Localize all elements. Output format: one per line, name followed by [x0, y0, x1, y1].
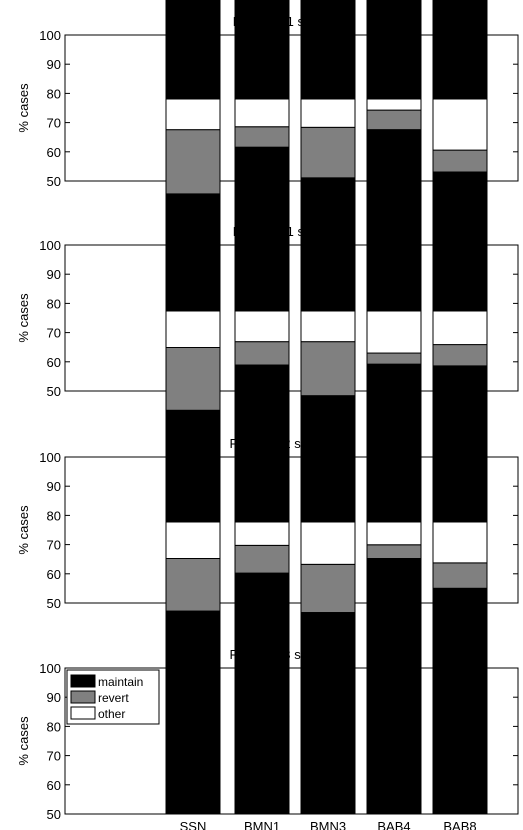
y-tick-label: 60 — [47, 145, 61, 160]
bar-other-bmn3 — [300, 98, 356, 128]
bar-other-bmn3 — [300, 521, 356, 565]
bar-other-bmn3 — [300, 310, 356, 343]
x-tick-label: BAB8 — [443, 819, 476, 830]
bar-revert-bab8 — [432, 149, 488, 173]
axes-frame — [64, 456, 519, 604]
bar-revert-bmn1 — [234, 544, 290, 574]
legend-label-revert: revert — [98, 691, 129, 705]
axes-frame — [64, 244, 519, 392]
y-tick-label: 80 — [47, 719, 61, 734]
y-tick-label: 60 — [47, 567, 61, 582]
y-tick-label: 70 — [47, 749, 61, 764]
y-tick-label: 70 — [47, 326, 61, 341]
x-tick-label: SSN — [180, 819, 207, 830]
legend-swatch-revert — [70, 690, 96, 704]
y-tick-label: 90 — [47, 479, 61, 494]
y-axis-label: % cases — [16, 293, 31, 343]
axes-frame — [64, 667, 519, 815]
y-tick-label: 90 — [47, 57, 61, 72]
legend-swatch-other — [70, 706, 96, 720]
y-tick-label: 70 — [47, 116, 61, 131]
bar-other-bab4 — [366, 98, 422, 111]
y-tick-label: 50 — [47, 596, 61, 611]
bar-maintain-bmn1 — [234, 572, 290, 815]
bar-revert-ssn — [165, 129, 221, 195]
bar-other-bab4 — [366, 310, 422, 354]
y-tick-label: 100 — [39, 238, 61, 253]
bar-other-bab8 — [432, 98, 488, 151]
y-tick-label: 50 — [47, 174, 61, 189]
y-tick-label: 50 — [47, 384, 61, 399]
bar-maintain-ssn — [165, 610, 221, 815]
y-tick-label: 80 — [47, 508, 61, 523]
y-axis-label: % cases — [16, 83, 31, 133]
bar-maintain-bab4 — [366, 558, 422, 815]
axes-frame — [64, 34, 519, 182]
bar-revert-bab4 — [366, 352, 422, 365]
y-tick-label: 90 — [47, 690, 61, 705]
y-tick-label: 60 — [47, 355, 61, 370]
y-tick-label: 80 — [47, 296, 61, 311]
bar-other-ssn — [165, 521, 221, 559]
bar-revert-bab8 — [432, 344, 488, 367]
y-tick-label: 100 — [39, 661, 61, 676]
bar-revert-bmn3 — [300, 126, 356, 179]
y-axis-label: % cases — [16, 505, 31, 555]
legend: maintain revert other — [66, 669, 160, 725]
bar-revert-bmn1 — [234, 341, 290, 366]
bar-other-bab8 — [432, 521, 488, 564]
y-tick-label: 50 — [47, 807, 61, 822]
bar-other-ssn — [165, 310, 221, 348]
x-tick-label: BAB4 — [377, 819, 410, 830]
x-tick-label: BMN3 — [310, 819, 346, 830]
bar-maintain-bab8 — [432, 587, 488, 815]
y-tick-label: 60 — [47, 778, 61, 793]
y-axis-label: % cases — [16, 716, 31, 766]
legend-label-maintain: maintain — [98, 675, 143, 689]
bar-revert-bab4 — [366, 109, 422, 131]
y-tick-label: 70 — [47, 538, 61, 553]
bar-revert-bab4 — [366, 544, 422, 560]
panel-4: F0 shift +3 semitones% cases506070809010… — [16, 521, 519, 830]
bar-other-bmn1 — [234, 521, 290, 546]
bar-other-bmn1 — [234, 310, 290, 343]
x-tick-label: BMN1 — [244, 819, 280, 830]
bar-revert-bab8 — [432, 562, 488, 589]
y-tick-label: 80 — [47, 86, 61, 101]
bar-other-bmn1 — [234, 98, 290, 128]
bar-other-bab4 — [366, 521, 422, 546]
bar-other-bab8 — [432, 310, 488, 346]
y-tick-label: 100 — [39, 450, 61, 465]
bar-maintain-bmn3 — [300, 612, 356, 815]
bar-other-ssn — [165, 98, 221, 131]
bar-revert-bmn3 — [300, 563, 356, 614]
bar-revert-bmn1 — [234, 126, 290, 148]
legend-swatch-maintain — [70, 674, 96, 688]
legend-label-other: other — [98, 707, 125, 721]
y-tick-label: 100 — [39, 28, 61, 43]
y-tick-label: 90 — [47, 267, 61, 282]
bar-revert-ssn — [165, 347, 221, 411]
bar-revert-bmn3 — [300, 341, 356, 397]
bar-revert-ssn — [165, 558, 221, 612]
